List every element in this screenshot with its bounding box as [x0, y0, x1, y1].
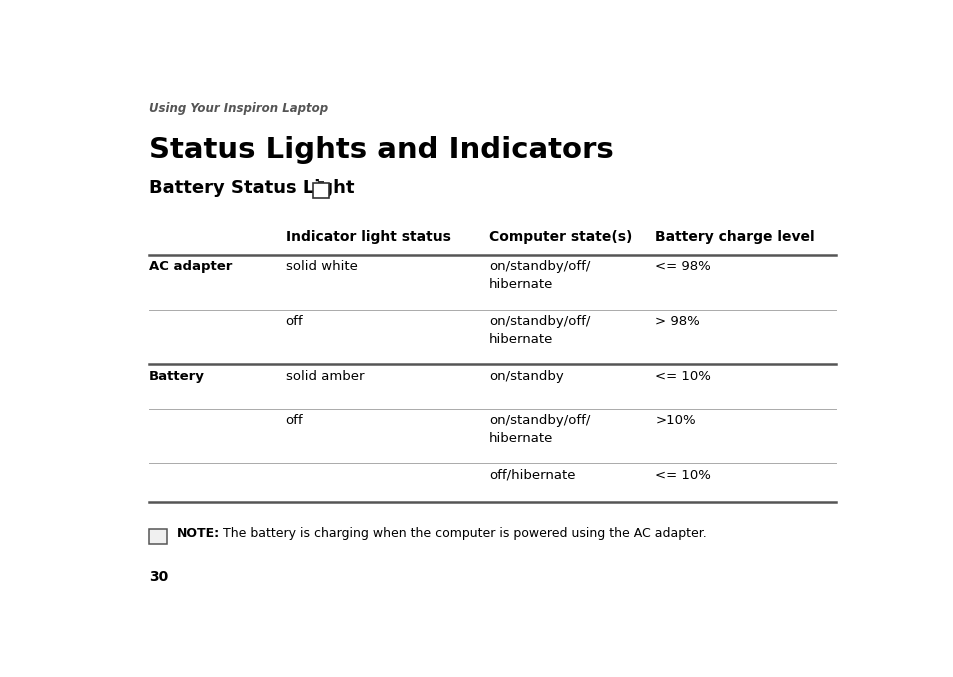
Text: 30: 30 [149, 570, 168, 584]
Text: on/standby/off/
hibernate: on/standby/off/ hibernate [488, 260, 590, 291]
Text: on/standby/off/
hibernate: on/standby/off/ hibernate [488, 315, 590, 346]
Text: solid white: solid white [285, 260, 357, 273]
Text: Status Lights and Indicators: Status Lights and Indicators [149, 136, 613, 164]
Text: NOTE:: NOTE: [176, 527, 220, 540]
Text: > 98%: > 98% [655, 315, 700, 328]
Text: off: off [285, 315, 303, 328]
Text: Battery charge level: Battery charge level [655, 230, 814, 244]
Text: solid amber: solid amber [285, 370, 364, 383]
Text: on/standby/off/
hibernate: on/standby/off/ hibernate [488, 414, 590, 445]
Bar [317, 181, 324, 183]
Text: <= 98%: <= 98% [655, 260, 710, 273]
Text: off: off [285, 414, 303, 427]
Text: Battery Status Light: Battery Status Light [149, 179, 354, 197]
Text: Indicator light status: Indicator light status [285, 230, 450, 244]
Text: Computer state(s): Computer state(s) [488, 230, 632, 244]
Text: <= 10%: <= 10% [655, 468, 710, 481]
Text: +: + [316, 185, 325, 195]
Text: The battery is charging when the computer is powered using the AC adapter.: The battery is charging when the compute… [222, 527, 706, 540]
Text: >10%: >10% [655, 414, 695, 427]
Text: <= 10%: <= 10% [655, 370, 710, 383]
Bar [313, 183, 329, 198]
Text: on/standby: on/standby [488, 370, 563, 383]
Text: Battery: Battery [149, 370, 205, 383]
Text: off/hibernate: off/hibernate [488, 468, 575, 481]
Text: Using Your Inspiron Laptop: Using Your Inspiron Laptop [149, 102, 328, 115]
Bar [149, 529, 167, 544]
Text: AC adapter: AC adapter [149, 260, 232, 273]
